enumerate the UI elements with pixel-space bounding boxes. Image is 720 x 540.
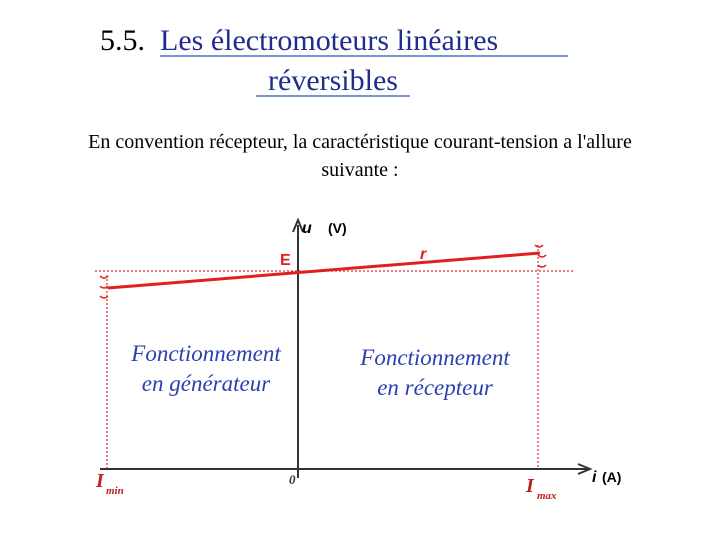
zone-label: en générateur: [142, 371, 271, 396]
origin-label: 0: [289, 472, 296, 487]
break-mark: [534, 244, 547, 268]
body-text: suivante :: [321, 159, 398, 181]
resistance-label: r: [420, 246, 427, 263]
zone-label: en récepteur: [377, 375, 494, 400]
break-mark: [99, 275, 109, 299]
imax-label: I: [525, 475, 535, 497]
title-link[interactable]: réversibles: [268, 64, 398, 97]
x-symbol: i: [592, 469, 597, 486]
x-unit: (A): [602, 469, 621, 485]
title-link[interactable]: Les électromoteurs linéaires: [160, 24, 498, 57]
arrow: [292, 217, 304, 233]
imax-subscript: max: [537, 490, 557, 502]
imin-subscript: min: [106, 485, 124, 497]
imin-label: I: [95, 470, 105, 492]
arrow: [577, 463, 593, 475]
title-number: 5.5.: [100, 24, 145, 57]
zone-label: Fonctionnement: [130, 341, 281, 366]
zone-label: Fonctionnement: [359, 345, 510, 370]
y-unit: (V): [328, 220, 347, 236]
body-text: En convention récepteur, la caractéristi…: [88, 131, 632, 153]
characteristic-line: [107, 251, 541, 290]
emf-label: E: [280, 252, 291, 269]
y-symbol: u: [302, 220, 312, 237]
